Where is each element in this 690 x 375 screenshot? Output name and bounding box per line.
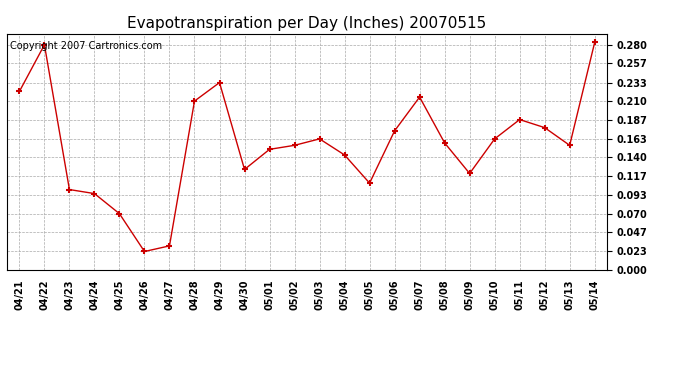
Title: Evapotranspiration per Day (Inches) 20070515: Evapotranspiration per Day (Inches) 2007… xyxy=(128,16,486,31)
Text: Copyright 2007 Cartronics.com: Copyright 2007 Cartronics.com xyxy=(10,41,162,51)
